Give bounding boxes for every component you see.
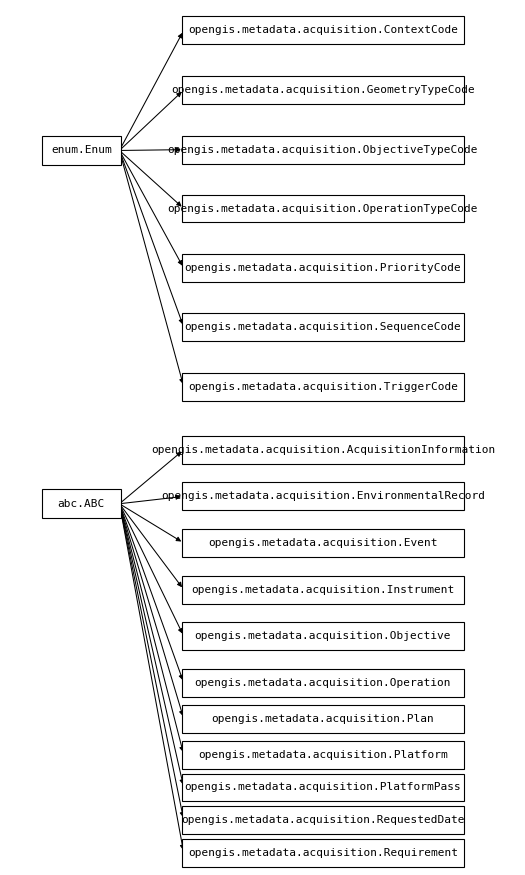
Text: opengis.metadata.acquisition.Requirement: opengis.metadata.acquisition.Requirement — [188, 848, 458, 858]
Text: opengis.metadata.acquisition.RequestedDate: opengis.metadata.acquisition.RequestedDa… — [181, 816, 465, 825]
FancyBboxPatch shape — [182, 255, 464, 282]
Text: opengis.metadata.acquisition.Objective: opengis.metadata.acquisition.Objective — [195, 631, 451, 641]
Text: opengis.metadata.acquisition.TriggerCode: opengis.metadata.acquisition.TriggerCode — [188, 382, 458, 392]
Text: opengis.metadata.acquisition.ContextCode: opengis.metadata.acquisition.ContextCode — [188, 25, 458, 35]
Text: abc.ABC: abc.ABC — [58, 499, 105, 508]
FancyBboxPatch shape — [182, 774, 464, 802]
FancyBboxPatch shape — [182, 136, 464, 164]
Text: opengis.metadata.acquisition.Plan: opengis.metadata.acquisition.Plan — [212, 714, 434, 724]
Text: opengis.metadata.acquisition.Operation: opengis.metadata.acquisition.Operation — [195, 678, 451, 688]
FancyBboxPatch shape — [182, 373, 464, 401]
FancyBboxPatch shape — [182, 576, 464, 604]
Text: opengis.metadata.acquisition.ObjectiveTypeCode: opengis.metadata.acquisition.ObjectiveTy… — [167, 144, 478, 155]
Text: opengis.metadata.acquisition.Platform: opengis.metadata.acquisition.Platform — [198, 750, 448, 760]
Text: enum.Enum: enum.Enum — [51, 145, 112, 156]
Text: opengis.metadata.acquisition.Instrument: opengis.metadata.acquisition.Instrument — [191, 584, 455, 595]
FancyBboxPatch shape — [182, 839, 464, 867]
FancyBboxPatch shape — [182, 313, 464, 341]
FancyBboxPatch shape — [42, 136, 121, 165]
FancyBboxPatch shape — [182, 194, 464, 222]
FancyBboxPatch shape — [182, 17, 464, 44]
Text: opengis.metadata.acquisition.SequenceCode: opengis.metadata.acquisition.SequenceCod… — [184, 322, 461, 332]
FancyBboxPatch shape — [182, 622, 464, 650]
FancyBboxPatch shape — [182, 668, 464, 696]
Text: opengis.metadata.acquisition.Event: opengis.metadata.acquisition.Event — [208, 538, 438, 548]
Text: opengis.metadata.acquisition.GeometryTypeCode: opengis.metadata.acquisition.GeometryTyp… — [171, 85, 475, 95]
FancyBboxPatch shape — [182, 529, 464, 556]
Text: opengis.metadata.acquisition.EnvironmentalRecord: opengis.metadata.acquisition.Environment… — [161, 492, 485, 501]
Text: opengis.metadata.acquisition.PlatformPass: opengis.metadata.acquisition.PlatformPas… — [184, 782, 461, 793]
FancyBboxPatch shape — [182, 705, 464, 732]
FancyBboxPatch shape — [182, 806, 464, 834]
FancyBboxPatch shape — [182, 76, 464, 104]
Text: opengis.metadata.acquisition.OperationTypeCode: opengis.metadata.acquisition.OperationTy… — [167, 204, 478, 213]
Text: opengis.metadata.acquisition.PriorityCode: opengis.metadata.acquisition.PriorityCod… — [184, 263, 461, 273]
Text: opengis.metadata.acquisition.AcquisitionInformation: opengis.metadata.acquisition.Acquisition… — [151, 444, 495, 455]
FancyBboxPatch shape — [182, 436, 464, 464]
FancyBboxPatch shape — [182, 741, 464, 769]
FancyBboxPatch shape — [182, 482, 464, 510]
FancyBboxPatch shape — [42, 489, 121, 519]
